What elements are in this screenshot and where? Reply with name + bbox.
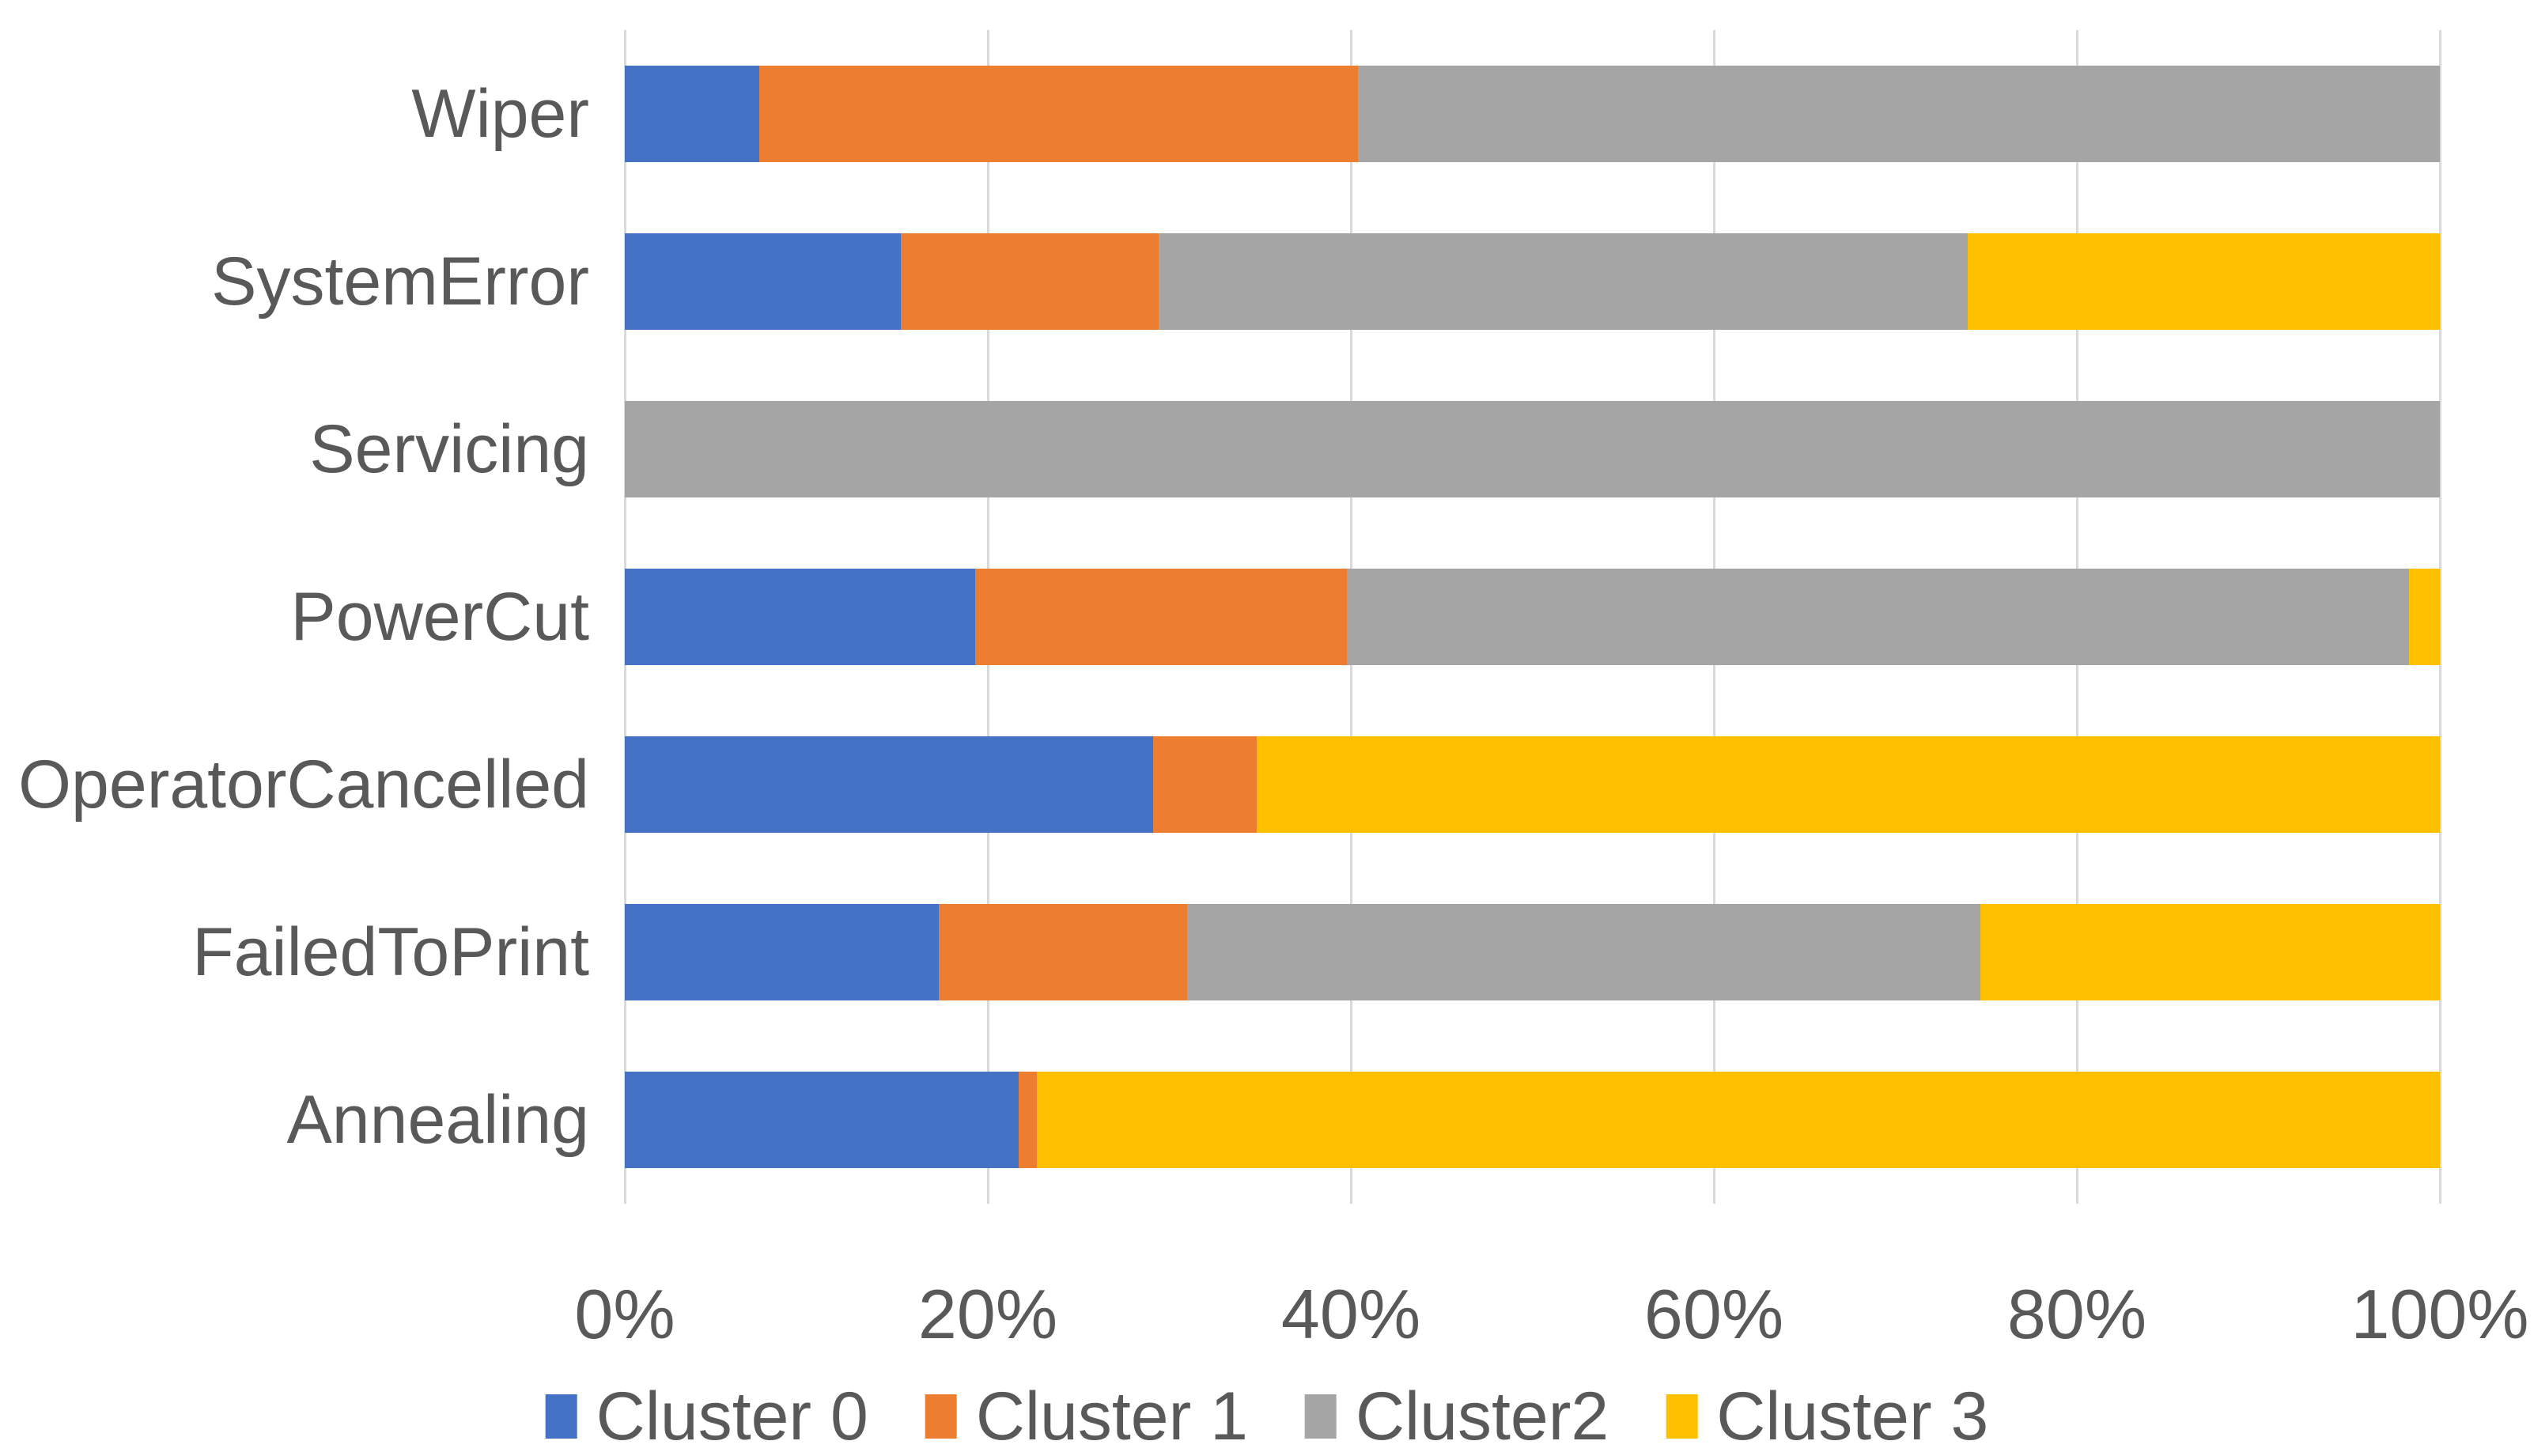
category-label: Servicing xyxy=(309,411,589,487)
legend: Cluster 0 Cluster 1 Cluster2 Cluster 3 xyxy=(545,1378,1988,1454)
bar-row-servicing xyxy=(625,401,2440,497)
bar-segment-cluster2 xyxy=(625,401,2440,497)
bar-segment-cluster-3 xyxy=(1968,233,2440,330)
legend-swatch xyxy=(925,1394,957,1439)
x-axis-tick-label: 60% xyxy=(1643,1275,1784,1353)
plot-area xyxy=(623,30,2441,1204)
bar-segment-cluster-0 xyxy=(625,736,1153,833)
bar-segment-cluster-3 xyxy=(1036,1072,2440,1168)
bar-segment-cluster-3 xyxy=(1256,736,2440,833)
bar-segment-cluster2 xyxy=(1358,66,2440,162)
legend-swatch xyxy=(1666,1394,1698,1439)
bar-row-wiper xyxy=(625,66,2440,162)
legend-swatch xyxy=(545,1394,577,1439)
legend-label: Cluster 0 xyxy=(596,1378,868,1454)
category-label: FailedToPrint xyxy=(192,914,589,990)
category-label: Annealing xyxy=(286,1082,589,1158)
bar-segment-cluster-3 xyxy=(1980,904,2440,1000)
bar-segment-cluster-1 xyxy=(939,904,1188,1000)
bar-segment-cluster-0 xyxy=(625,569,975,665)
x-axis-tick-label: 80% xyxy=(2006,1275,2147,1353)
legend-item: Cluster 3 xyxy=(1666,1382,1988,1450)
bar-row-powercut xyxy=(625,569,2440,665)
bar-segment-cluster-1 xyxy=(1152,736,1257,833)
category-label: Wiper xyxy=(411,76,589,152)
category-label: PowerCut xyxy=(290,579,589,655)
bar-row-failedtoprint xyxy=(625,904,2440,1000)
bar-row-systemerror xyxy=(625,233,2440,330)
x-axis-tick-label: 40% xyxy=(1280,1275,1421,1353)
legend-swatch xyxy=(1304,1394,1337,1439)
legend-label: Cluster2 xyxy=(1355,1378,1609,1454)
x-axis-tick-label: 100% xyxy=(2351,1275,2529,1353)
legend-item: Cluster2 xyxy=(1304,1378,1609,1454)
bar-segment-cluster-0 xyxy=(625,904,940,1000)
bar-segment-cluster-1 xyxy=(974,569,1348,665)
legend-label: Cluster 3 xyxy=(1716,1378,1989,1454)
bar-row-annealing xyxy=(625,1072,2440,1168)
legend-item: Cluster 0 xyxy=(545,1378,868,1454)
bar-segment-cluster2 xyxy=(1187,904,1981,1000)
legend-label: Cluster 1 xyxy=(975,1378,1248,1454)
x-axis-tick-label: 20% xyxy=(917,1275,1058,1353)
bar-segment-cluster-1 xyxy=(758,66,1359,162)
gridline xyxy=(2438,30,2441,1204)
bar-segment-cluster-0 xyxy=(625,233,901,330)
category-label: OperatorCancelled xyxy=(18,747,589,823)
bar-segment-cluster-0 xyxy=(625,1072,1019,1168)
category-label: SystemError xyxy=(211,244,589,320)
bar-segment-cluster2 xyxy=(1347,569,2409,665)
bar-segment-cluster-0 xyxy=(625,66,759,162)
bar-segment-cluster-1 xyxy=(900,233,1159,330)
legend-item: Cluster 1 xyxy=(925,1382,1248,1450)
bar-row-operatorcancelled xyxy=(625,736,2440,833)
bar-segment-cluster-1 xyxy=(1019,1072,1037,1168)
x-axis-tick-label: 0% xyxy=(574,1275,675,1353)
bar-segment-cluster-3 xyxy=(2408,569,2440,665)
bar-segment-cluster2 xyxy=(1158,233,1969,330)
